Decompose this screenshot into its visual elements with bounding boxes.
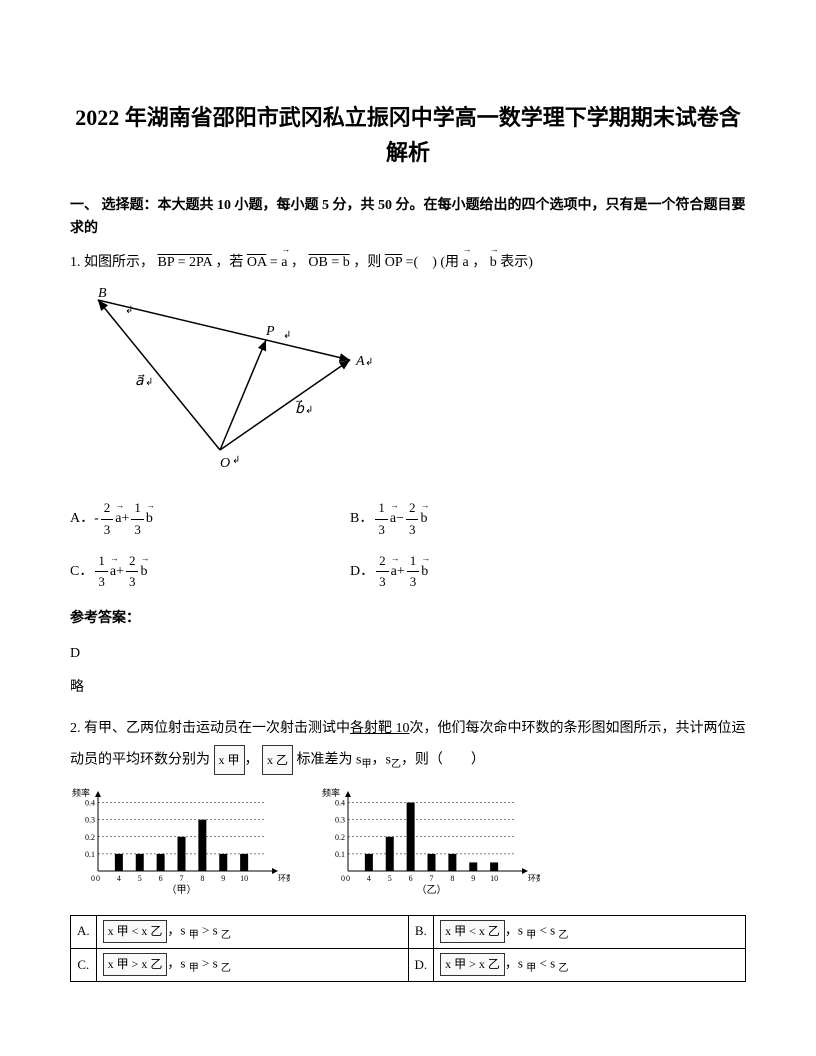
svg-text:9: 9 [221, 874, 225, 883]
svg-text:↲: ↲ [365, 357, 373, 368]
q1-var-a: a [281, 252, 287, 274]
q1-options-cd: C． 13 a + 23 b D． 23 a + 13 b [70, 551, 746, 594]
svg-text:4: 4 [367, 874, 371, 883]
chart-yi: 频率 0.1 0.2 0.3 0.4 0 4 5 6 7 8 9 10 环数 （乙） 0 [320, 786, 540, 904]
svg-text:环数: 环数 [528, 873, 540, 883]
svg-text:环数: 环数 [278, 873, 290, 883]
label-a: a⃗ [135, 374, 145, 389]
table-option-label: B. [408, 915, 434, 948]
svg-text:5: 5 [388, 874, 392, 883]
svg-text:0.3: 0.3 [335, 816, 345, 825]
x-jia-icon: x 甲 [214, 745, 245, 775]
triangle-svg: B P ↲ ↲ A ↲ O ↲ a⃗ ↲ b⃗ ↲ [70, 285, 390, 470]
q1-mid7: 表示) [500, 255, 533, 270]
q1-eq4: OP [385, 255, 402, 270]
q1-answer-label: 参考答案： [70, 608, 746, 630]
q2-text: 2. 有甲、乙两位射击运动员在一次射击测试中各射靶 10次，他们每次命中环数的条… [70, 714, 746, 776]
bar-chart-svg: 频率 0.1 0.2 0.3 0.4 0 4 5 6 7 8 9 10 环数 （乙） 0 [320, 786, 540, 896]
svg-text:9: 9 [471, 874, 475, 883]
svg-text:（乙）: （乙） [417, 884, 447, 896]
svg-text:8: 8 [450, 874, 454, 883]
svg-text:0.4: 0.4 [85, 799, 95, 808]
svg-text:0: 0 [346, 874, 350, 883]
bar-charts: 频率 0.1 0.2 0.3 0.4 0 4 5 6 7 8 9 10 环数 （甲） 0 频率 0.1 0.2 0.… [70, 786, 746, 904]
question-2: 2. 有甲、乙两位射击运动员在一次射击测试中各射靶 10次，他们每次命中环数的条… [70, 714, 746, 982]
svg-text:6: 6 [409, 874, 413, 883]
q1-eq3: OB = b [308, 255, 349, 270]
svg-text:6: 6 [159, 874, 163, 883]
svg-text:频率: 频率 [322, 787, 340, 798]
label-b: b⃗ [295, 399, 305, 417]
page-title: 2022 年湖南省邵阳市武冈私立振冈中学高一数学理下学期期末试卷含解析 [70, 100, 746, 170]
label-O: O [220, 456, 230, 470]
svg-text:↲: ↲ [145, 377, 153, 388]
option-c: C． 13 a + 23 b [70, 551, 350, 594]
svg-text:频率: 频率 [72, 787, 90, 798]
q1-eq1: BP = 2PA [158, 255, 212, 270]
svg-text:0: 0 [341, 874, 345, 883]
section-header: 一、 选择题：本大题共 10 小题，每小题 5 分，共 50 分。在每小题给出的… [70, 195, 746, 240]
q1-eq2: OA [247, 255, 266, 270]
svg-text:4: 4 [117, 874, 121, 883]
q1-mid2: = [270, 255, 281, 270]
svg-text:0.4: 0.4 [335, 799, 345, 808]
table-option-label: A. [71, 915, 97, 948]
svg-text:0.2: 0.2 [85, 833, 95, 842]
q1-mid5: =( ) (用 [406, 255, 463, 270]
svg-text:7: 7 [180, 874, 184, 883]
q1-mid1: ，若 [215, 255, 243, 270]
q1-mid4: ，则 [353, 255, 381, 270]
svg-text:↲: ↲ [305, 405, 313, 416]
q1-prefix: 1. 如图所示， [70, 255, 154, 270]
label-A: A [355, 354, 365, 369]
chart-jia: 频率 0.1 0.2 0.3 0.4 0 4 5 6 7 8 9 10 环数 （甲） 0 [70, 786, 290, 904]
svg-text:10: 10 [490, 874, 498, 883]
bar-chart-svg: 频率 0.1 0.2 0.3 0.4 0 4 5 6 7 8 9 10 环数 （甲） 0 [70, 786, 290, 896]
svg-text:0.1: 0.1 [85, 850, 95, 859]
svg-text:8: 8 [200, 874, 204, 883]
svg-text:5: 5 [138, 874, 142, 883]
svg-text:0.2: 0.2 [335, 833, 345, 842]
x-yi-icon: x 乙 [262, 745, 293, 775]
svg-text:0: 0 [91, 874, 95, 883]
svg-text:0.1: 0.1 [335, 850, 345, 859]
svg-text:（甲）: （甲） [167, 884, 197, 896]
q2-options-table: A.x 甲 < x 乙，s 甲 > s 乙B.x 甲 < x 乙，s 甲 < s… [70, 915, 746, 982]
table-option-label: D. [408, 948, 434, 981]
q1-answer-block: 参考答案： D 略 [70, 608, 746, 699]
table-option-content: x 甲 < x 乙，s 甲 > s 乙 [96, 915, 408, 948]
svg-text:↲: ↲ [125, 305, 133, 316]
q1-var-a2: a [463, 252, 469, 274]
table-option-label: C. [71, 948, 97, 981]
label-B: B [98, 286, 107, 301]
option-b: B． 13 a − 23 b [350, 498, 630, 541]
table-option-content: x 甲 > x 乙，s 甲 < s 乙 [434, 948, 746, 981]
table-option-content: x 甲 < x 乙，s 甲 < s 乙 [434, 915, 746, 948]
q1-brief: 略 [70, 677, 746, 699]
question-1: 1. 如图所示， BP = 2PA ，若 OA = a ， OB = b ，则 … [70, 252, 746, 699]
svg-text:↲: ↲ [232, 455, 240, 466]
option-c-label: C． [70, 561, 93, 583]
q1-mid3: ， [291, 255, 305, 270]
svg-text:10: 10 [240, 874, 248, 883]
q1-var-b: b [490, 252, 497, 274]
label-P: P [265, 324, 275, 339]
svg-text:↲: ↲ [283, 330, 291, 341]
option-b-label: B． [350, 508, 373, 530]
q1-answer: D [70, 643, 746, 665]
svg-text:0.3: 0.3 [85, 816, 95, 825]
q1-options-ab: A． - 23 a + 13 b B． 13 a − 23 b [70, 498, 746, 541]
option-a-neg: - [94, 508, 99, 530]
triangle-figure: B P ↲ ↲ A ↲ O ↲ a⃗ ↲ b⃗ ↲ [70, 285, 746, 478]
q1-text: 1. 如图所示， BP = 2PA ，若 OA = a ， OB = b ，则 … [70, 252, 746, 274]
option-a-label: A． [70, 508, 94, 530]
option-a: A． - 23 a + 13 b [70, 498, 350, 541]
svg-text:7: 7 [430, 874, 434, 883]
svg-text:0: 0 [96, 874, 100, 883]
q1-mid6: ， [472, 255, 486, 270]
option-d: D． 23 a + 13 b [350, 551, 630, 594]
table-option-content: x 甲 > x 乙，s 甲 > s 乙 [96, 948, 408, 981]
option-d-label: D． [350, 561, 374, 583]
